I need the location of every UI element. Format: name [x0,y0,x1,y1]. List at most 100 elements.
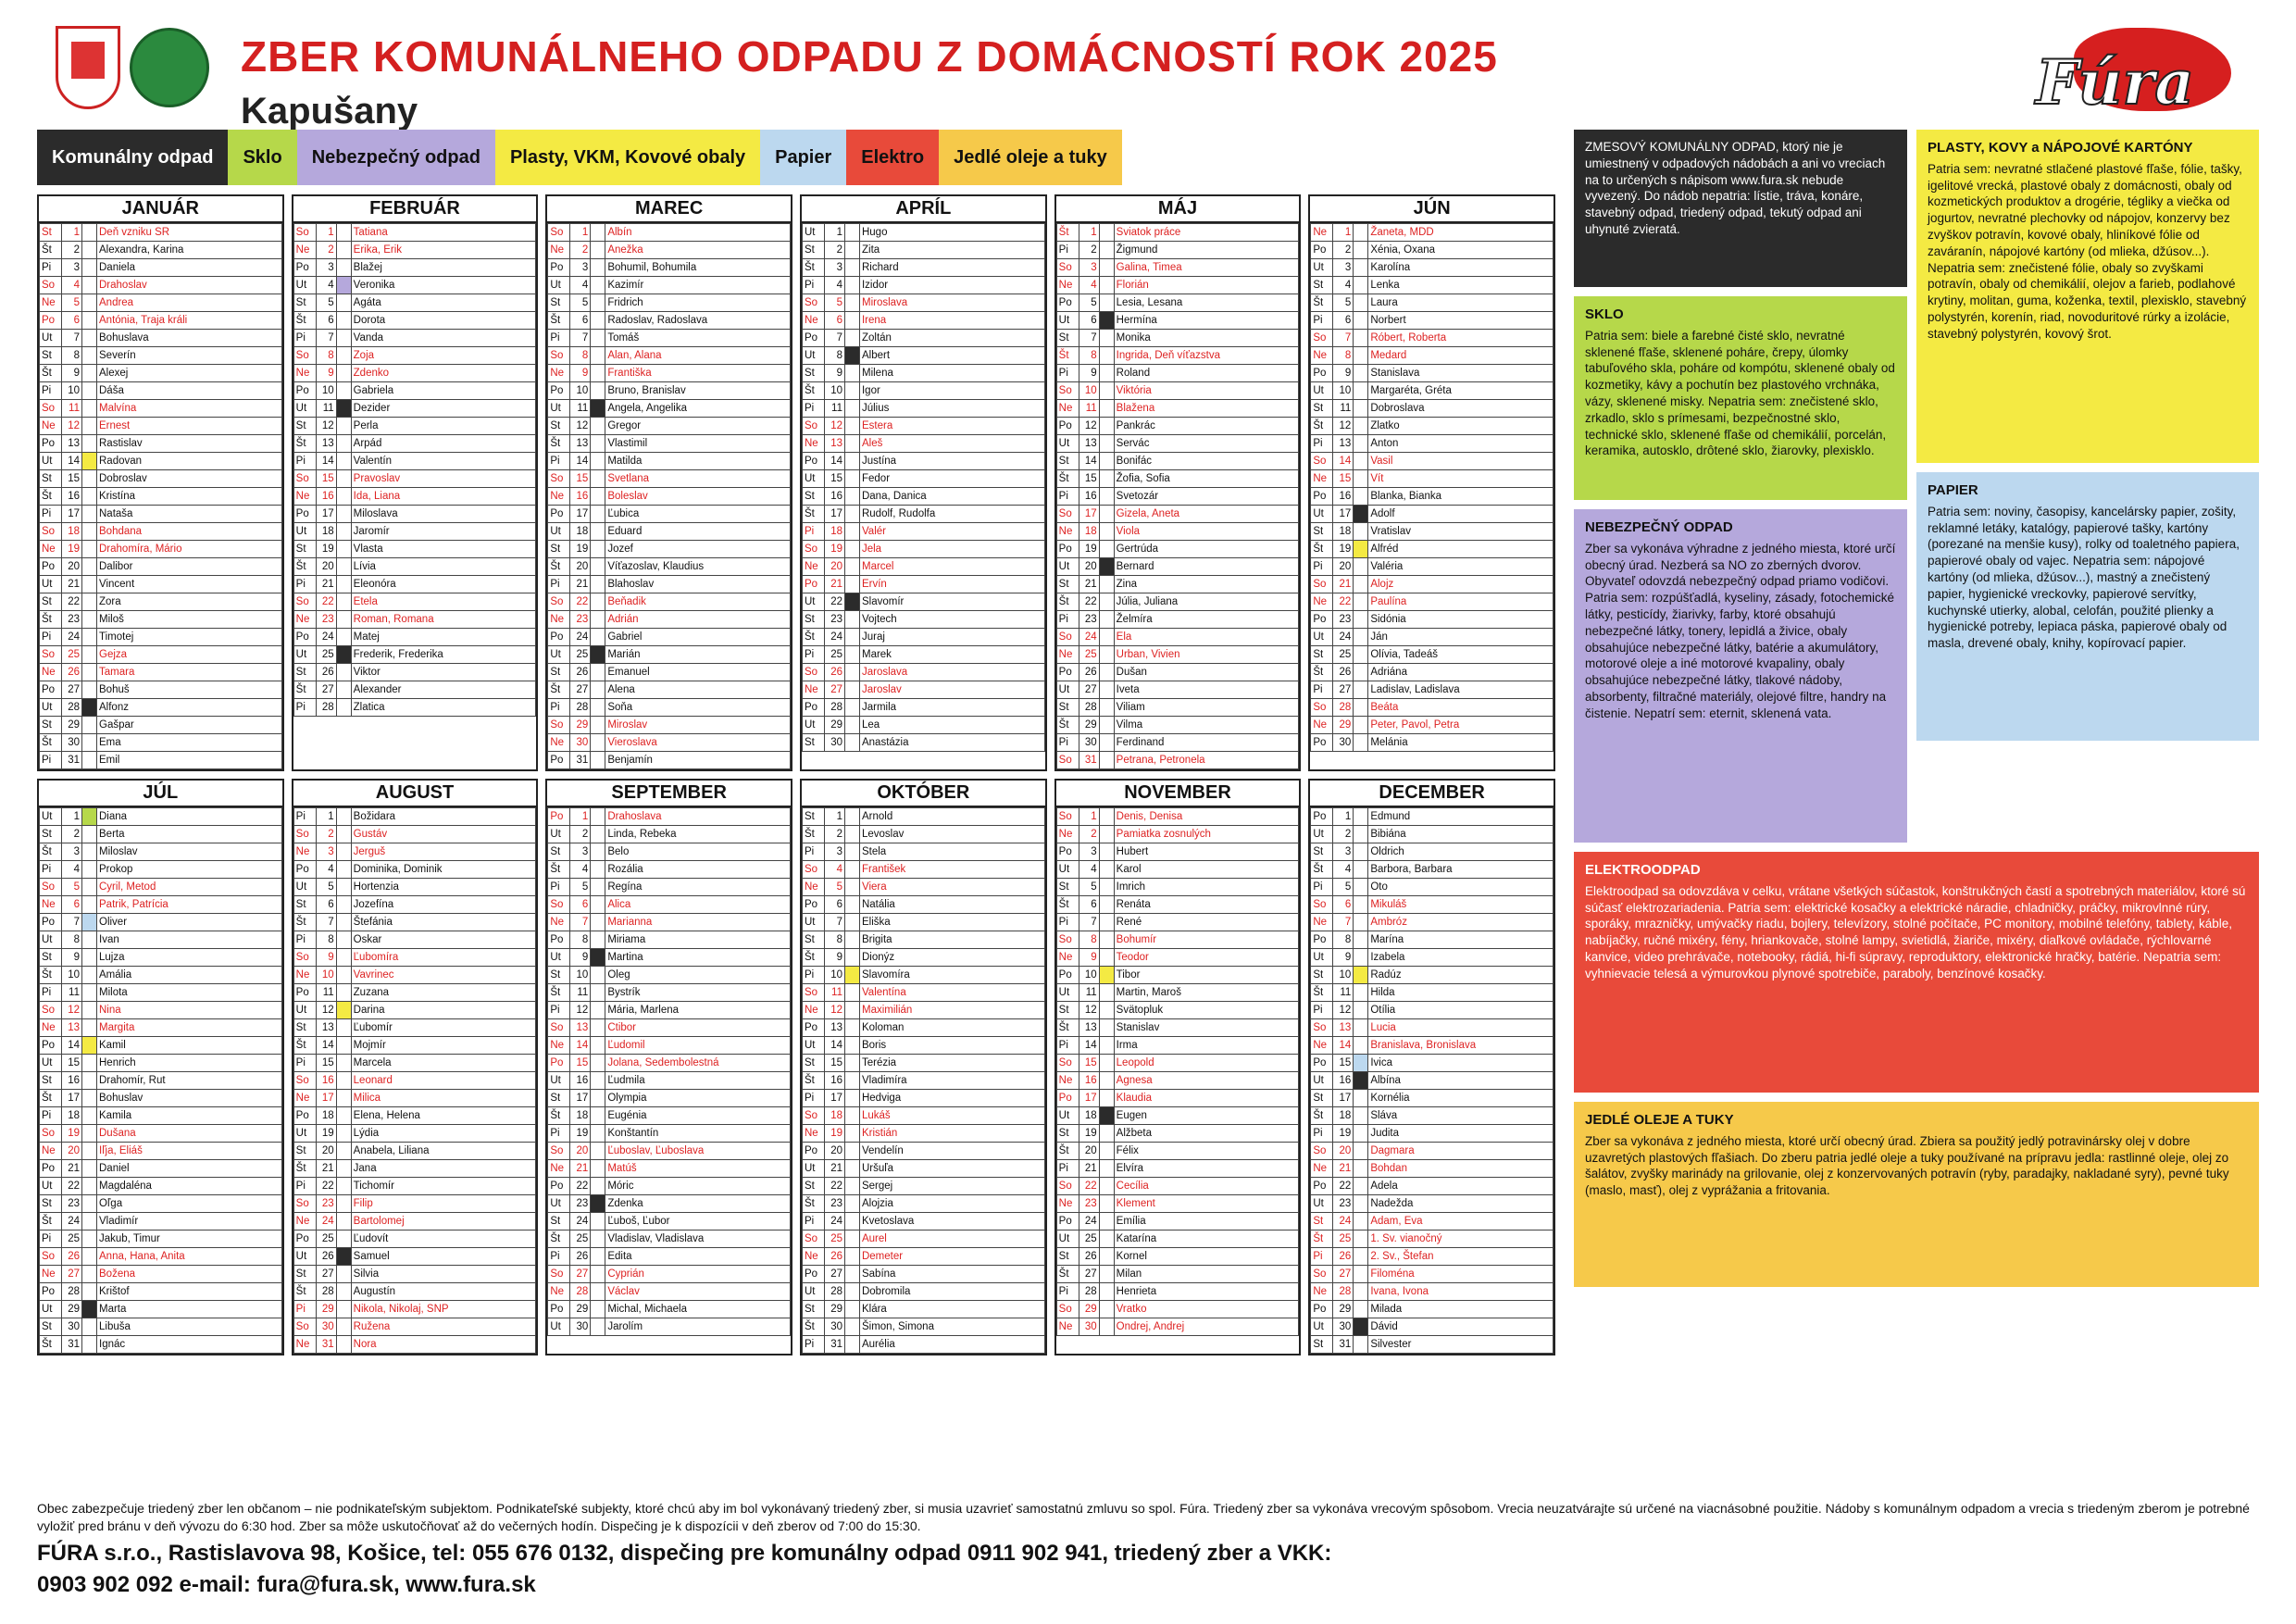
weekday: Ne [547,733,571,752]
collection-marker [81,1318,97,1336]
nameday: Adela [1367,1177,1554,1195]
nameday: Severín [96,346,282,365]
weekday: So [801,983,825,1002]
collection-marker [1353,1018,1369,1037]
weekday: Pi [293,698,317,717]
weekday: Št [547,557,571,576]
day-number: 10 [315,381,337,400]
weekday: So [1055,505,1079,523]
day-number: 8 [61,931,82,949]
nameday: Regína [605,878,791,896]
nameday: Silvia [350,1265,537,1283]
collection-marker [81,733,97,752]
day-row: So 22 Cecília [1055,1177,1300,1195]
weekday: So [39,1247,62,1266]
day-row: Pi 21 Blahoslav [547,575,791,593]
nameday: Ľubica [605,505,791,523]
weekday: So [1310,329,1334,347]
nameday: Daniel [96,1159,282,1178]
day-number: 21 [1078,575,1100,593]
day-row: So 20 Ľuboslav, Ľuboslava [547,1142,791,1160]
collection-marker [81,505,97,523]
weekday: St [293,540,317,558]
weekday: St [801,241,825,259]
collection-marker [590,258,606,277]
weekday: Ut [293,399,317,418]
nameday: Prokop [96,860,282,879]
collection-marker [843,276,860,294]
weekday: Pi [293,931,317,949]
nameday: Matúš [605,1159,791,1178]
collection-marker [1353,487,1369,506]
collection-marker [843,311,860,330]
weekday: Ut [547,825,571,843]
nameday: Katarína [1113,1230,1300,1248]
collection-marker [1353,399,1369,418]
day-row: Ne 3 Jerguš [293,843,537,861]
day-row: So 23 Filip [293,1194,537,1213]
nameday: Bohuš [96,681,282,699]
day-number: 1 [1078,807,1100,826]
nameday: Alena [605,681,791,699]
month-name: JANUÁR [39,196,282,223]
day-row: Ut 15 Henrich [39,1054,282,1072]
day-number: 29 [1332,1300,1354,1318]
day-number: 12 [569,417,592,435]
weekday: Pi [39,983,62,1002]
day-number: 2 [61,241,82,259]
footer-note: Obec zabezpečuje triedený zber len občan… [37,1501,2250,1533]
day-row: Po 31 Benjamín [547,751,791,769]
day-number: 16 [315,1071,337,1090]
nameday: Alan, Alana [605,346,791,365]
collection-marker [1353,1335,1369,1354]
collection-marker [335,1335,352,1354]
day-row: So 17 Gizela, Aneta [1055,505,1300,523]
collection-marker [590,1089,606,1107]
weekday: So [293,469,317,488]
day-number: 24 [823,628,845,646]
weekday: Št [1055,1018,1079,1037]
weekday: Po [1310,931,1334,949]
day-row: Ut 6 Hermína [1055,311,1300,330]
nameday: Erika, Erik [350,241,537,259]
weekday: Ut [39,452,62,470]
day-row: Po 13 Rastislav [39,434,282,453]
day-row: Po 11 Zuzana [293,983,537,1002]
day-row: So 16 Leonard [293,1071,537,1090]
day-number: 27 [823,1265,845,1283]
collection-marker [1353,931,1369,949]
day-number: 26 [1332,663,1354,681]
day-row: Št 6 Renáta [1055,895,1300,914]
weekday: Št [39,1089,62,1107]
day-row: Št 16 Kristína [39,487,282,506]
nameday: Oliver [96,913,282,931]
nameday: Teodor [1113,948,1300,967]
day-number: 2 [1078,241,1100,259]
nameday: Koloman [858,1018,1045,1037]
weekday: St [1055,575,1079,593]
nameday: Fridrich [605,294,791,312]
weekday: So [801,1230,825,1248]
day-row: Št 6 Dorota [293,311,537,330]
nameday: Izabela [1367,948,1554,967]
day-row: Pi 19 Konštantín [547,1124,791,1143]
day-row: St 2 Berta [39,825,282,843]
nameday: Petrana, Petronela [1113,751,1300,769]
nameday: Jaroslava [858,663,1045,681]
nameday: Radúz [1367,966,1554,984]
day-row: Ut 22 Slavomír [801,593,1045,611]
day-number: 26 [1332,1247,1354,1266]
collection-marker [843,1265,860,1283]
nameday: Drahomíra, Mário [96,540,282,558]
day-number: 14 [61,1036,82,1055]
weekday: Ne [1310,913,1334,931]
day-number: 28 [61,698,82,717]
day-number: 4 [315,860,337,879]
weekday: So [547,593,571,611]
day-row: Pi 17 Hedviga [801,1089,1045,1107]
day-number: 29 [569,716,592,734]
section-sklo-text: Patria sem: biele a farebné čisté sklo, … [1585,328,1895,458]
day-number: 12 [569,1001,592,1019]
weekday: So [1310,1142,1334,1160]
nameday: Ján [1367,628,1554,646]
